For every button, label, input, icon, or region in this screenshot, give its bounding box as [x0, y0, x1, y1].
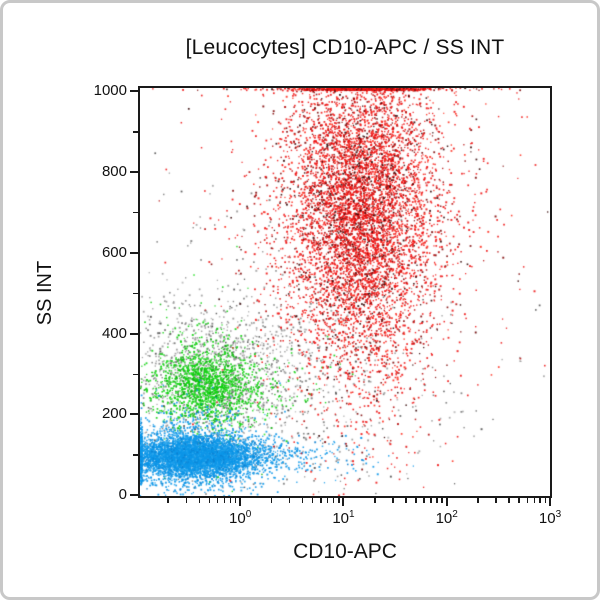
y-tick-label: 0: [118, 486, 127, 504]
y-tick-label: 200: [101, 405, 127, 423]
x-minor-tick: [311, 498, 314, 503]
x-axis-label: CD10-APC: [293, 540, 397, 563]
x-minor-tick: [326, 498, 329, 503]
x-minor-tick: [436, 498, 438, 503]
x-minor-tick: [539, 498, 541, 503]
x-minor-tick: [198, 498, 201, 503]
x-minor-tick: [526, 498, 529, 503]
x-minor-tick: [423, 498, 425, 503]
y-minor-tick: [133, 454, 138, 456]
y-minor-tick: [133, 373, 138, 375]
y-major-tick: [130, 413, 138, 416]
x-major-tick: [239, 498, 242, 506]
x-minor-tick: [415, 498, 417, 503]
y-tick-label: 1000: [93, 82, 127, 100]
x-minor-tick: [270, 498, 273, 503]
x-major-tick: [342, 498, 345, 506]
y-minor-tick: [133, 131, 138, 133]
x-tick-label: 100: [229, 509, 252, 527]
x-minor-tick: [288, 498, 291, 503]
y-major-tick: [130, 90, 138, 93]
y-tick-label: 800: [101, 163, 127, 181]
x-minor-tick: [405, 498, 407, 503]
y-axis-label: SS INT: [34, 260, 56, 326]
x-minor-tick: [320, 498, 322, 503]
y-major-tick: [130, 171, 138, 174]
y-tick-label: 400: [101, 324, 127, 342]
x-minor-tick: [392, 498, 394, 503]
y-major-tick: [130, 494, 138, 497]
x-major-tick: [445, 498, 448, 506]
x-minor-tick: [332, 498, 335, 503]
x-minor-tick: [216, 498, 219, 503]
x-minor-tick: [533, 498, 535, 503]
y-major-tick: [130, 251, 138, 254]
flow-cytometry-dot-plot: [Leucocytes] CD10-APC / SS INT SS INT 0 2…: [3, 3, 597, 597]
x-minor-tick: [495, 498, 497, 503]
y-major-tick: [130, 332, 138, 335]
x-minor-tick: [430, 498, 432, 503]
scatter-dots-canvas: [140, 88, 550, 496]
x-major-tick: [549, 498, 551, 506]
x-tick-label: 101: [332, 509, 355, 527]
x-minor-tick: [208, 498, 211, 503]
x-minor-tick: [441, 498, 443, 503]
y-minor-tick: [133, 292, 138, 295]
x-minor-tick: [229, 498, 232, 503]
y-minor-tick: [133, 211, 138, 214]
x-minor-tick: [234, 498, 237, 503]
x-minor-tick: [338, 498, 340, 503]
x-minor-tick: [508, 498, 510, 503]
x-minor-tick: [301, 498, 304, 503]
x-minor-tick: [374, 498, 376, 503]
y-tick-label: 600: [101, 243, 127, 261]
plot-area: [138, 86, 552, 498]
x-minor-tick: [518, 498, 520, 503]
x-minor-tick: [477, 498, 479, 503]
x-minor-tick: [223, 498, 226, 503]
x-minor-tick: [185, 498, 188, 503]
x-minor-tick: [544, 498, 547, 503]
x-minor-tick: [167, 498, 169, 503]
x-tick-label: 103: [538, 509, 562, 527]
x-tick-label: 102: [435, 509, 458, 527]
plot-title: [Leucocytes] CD10-APC / SS INT: [185, 36, 505, 59]
